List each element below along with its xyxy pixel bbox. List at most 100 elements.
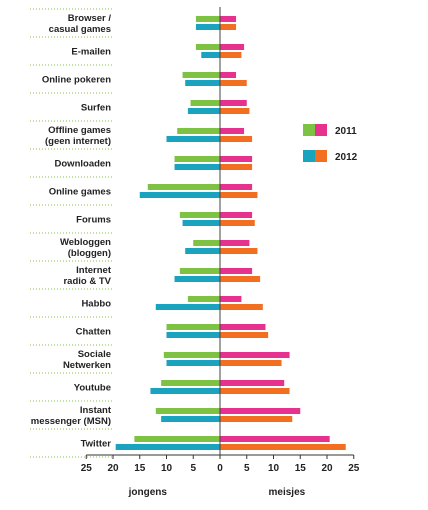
bar-meisjes-2012 [220, 360, 282, 366]
category-label-line: Twitter [81, 439, 112, 450]
category-label: Surfen [81, 103, 111, 114]
category-label: Downloaden [55, 159, 112, 170]
bar-jongens-2011 [179, 268, 220, 274]
bar-meisjes-2011 [220, 128, 245, 134]
category-label-line: Habbo [81, 299, 111, 310]
bar-meisjes-2012 [220, 24, 237, 30]
bar-jongens-2012 [161, 416, 220, 422]
bar-meisjes-2012 [220, 276, 261, 282]
bar-meisjes-2012 [220, 388, 290, 394]
category-label: Sociale Netwerken [63, 349, 111, 371]
bar-meisjes-2012 [220, 248, 258, 254]
category-label: Twitter [81, 439, 112, 450]
category-label: Online pokeren [42, 75, 111, 86]
x-tick-label: 15 [134, 463, 146, 474]
bar-meisjes-2012 [220, 220, 255, 226]
category-label: Instant messenger (MSN) [31, 405, 112, 427]
bar-meisjes-2012 [220, 52, 242, 58]
category-label-line: Offline games [48, 125, 111, 136]
bar-jongens-2011 [195, 44, 220, 50]
x-tick-label: 15 [295, 463, 307, 474]
category-label: Internet radio & TV [63, 265, 111, 287]
bar-jongens-2011 [195, 16, 220, 22]
bar-jongens-2012 [182, 220, 220, 226]
category-label-line: Netwerken [63, 360, 111, 371]
category-label-line: Forums [76, 215, 111, 226]
bar-meisjes-2012 [220, 80, 247, 86]
category-label-line: Online games [49, 187, 111, 198]
bar-jongens-2012 [139, 192, 220, 198]
bar-meisjes-2011 [220, 212, 253, 218]
bar-jongens-2011 [163, 352, 220, 358]
x-tick-label: 10 [161, 463, 173, 474]
category-label-line: Instant [80, 405, 112, 416]
legend-label: 2011 [335, 126, 357, 137]
bar-meisjes-2011 [220, 352, 290, 358]
bar-meisjes-2011 [220, 268, 253, 274]
category-label: Browser / casual games [49, 13, 112, 35]
legend-swatch-left [303, 124, 315, 136]
bar-meisjes-2011 [220, 156, 253, 162]
bar-meisjes-2011 [220, 100, 247, 106]
bar-jongens-2012 [166, 360, 220, 366]
legend-swatch-left [303, 150, 315, 162]
category-label-line: casual games [49, 24, 111, 35]
bar-jongens-2012 [201, 52, 220, 58]
bar-jongens-2012 [166, 136, 220, 142]
bar-meisjes-2011 [220, 44, 245, 50]
bar-meisjes-2012 [220, 108, 250, 114]
category-label-line: radio & TV [63, 276, 111, 287]
bar-meisjes-2012 [220, 192, 258, 198]
bar-jongens-2011 [179, 212, 220, 218]
bar-jongens-2011 [190, 100, 220, 106]
category-label: Habbo [81, 299, 111, 310]
category-label: Offline games (geen internet) [45, 125, 111, 147]
bar-meisjes-2011 [220, 72, 237, 78]
bar-jongens-2011 [177, 128, 220, 134]
x-tick-label: 0 [217, 463, 223, 474]
category-label: E-mailen [71, 47, 111, 58]
bar-meisjes-2011 [220, 324, 266, 330]
bar-jongens-2011 [147, 184, 220, 190]
bar-meisjes-2012 [220, 444, 346, 450]
category-label-line: (bloggen) [68, 248, 111, 259]
bar-jongens-2012 [174, 276, 220, 282]
category-label-line: Browser / [68, 13, 112, 24]
bar-jongens-2012 [150, 388, 220, 394]
x-tick-label: 5 [244, 463, 250, 474]
legend-swatch-right [315, 124, 327, 136]
bar-meisjes-2012 [220, 332, 269, 338]
category-labels: Browser / casual games E-mailen Online poke… [31, 13, 112, 450]
legend: 2011 2012 [303, 124, 358, 163]
bar-jongens-2012 [187, 108, 220, 114]
bar-meisjes-2011 [220, 16, 237, 22]
bar-jongens-2011 [161, 380, 220, 386]
bar-meisjes-2011 [220, 436, 330, 442]
category-label-line: messenger (MSN) [31, 416, 111, 427]
bar-jongens-2011 [166, 324, 220, 330]
bar-meisjes-2011 [220, 240, 250, 246]
x-tick-label: 25 [81, 463, 93, 474]
x-tick-label: 5 [190, 463, 196, 474]
bar-jongens-2012 [166, 332, 220, 338]
x-axis-label-meisjes: meisjes [269, 487, 306, 498]
bar-jongens-2011 [155, 408, 220, 414]
bar-meisjes-2011 [220, 184, 253, 190]
x-axis-label-jongens: jongens [128, 487, 168, 498]
bar-jongens-2011 [193, 240, 220, 246]
category-label-line: Youtube [74, 383, 111, 394]
category-label: Online games [49, 187, 111, 198]
bar-jongens-2012 [185, 248, 220, 254]
category-label-line: E-mailen [71, 47, 111, 58]
x-tick-label: 20 [321, 463, 333, 474]
category-label: Youtube [74, 383, 111, 394]
bar-jongens-2012 [174, 164, 220, 170]
category-label: Webloggen (bloggen) [60, 237, 111, 259]
category-label-line: Internet [76, 265, 112, 276]
category-label-line: (geen internet) [45, 136, 111, 147]
legend-swatch-right [315, 150, 327, 162]
legend-label: 2012 [335, 152, 358, 163]
category-label-line: Downloaden [55, 159, 112, 170]
bar-meisjes-2011 [220, 380, 285, 386]
